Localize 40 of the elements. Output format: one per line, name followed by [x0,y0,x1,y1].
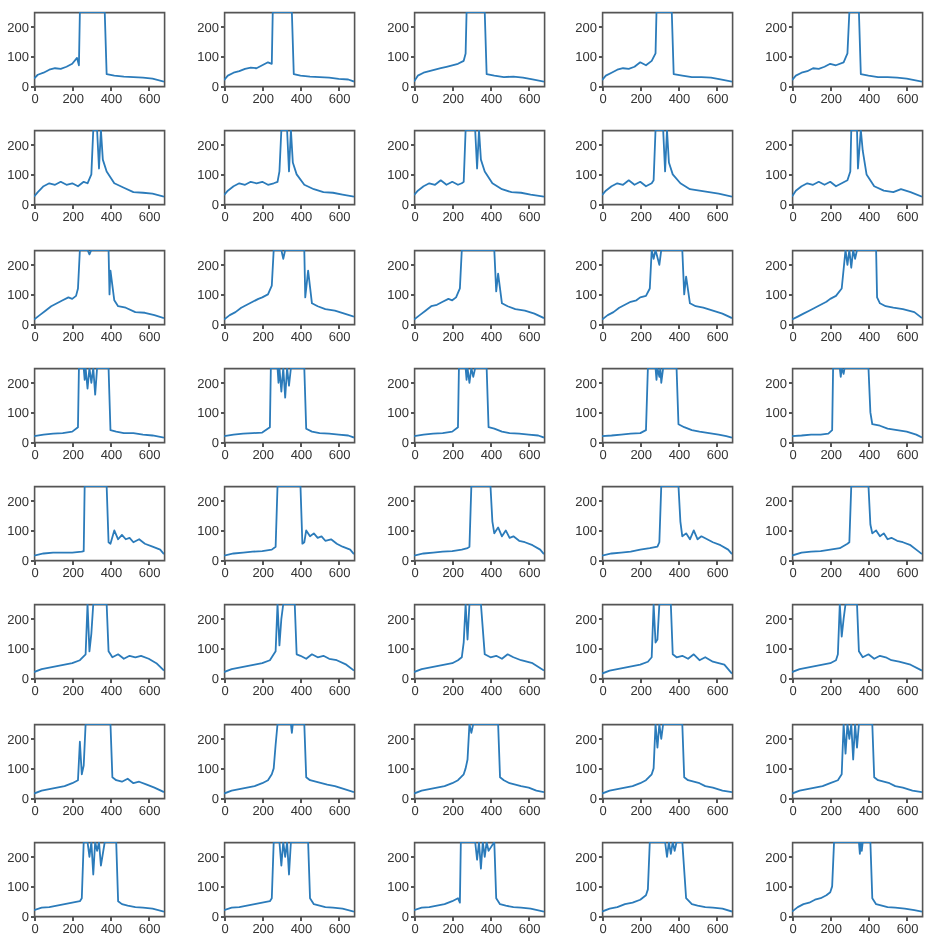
line-series [413,130,544,198]
line-series [602,249,733,320]
line-series [602,604,733,675]
line-series [223,723,354,794]
line-series [223,130,354,198]
line-series [34,841,164,912]
line-series [223,12,354,83]
line-series [792,604,923,674]
line-series [223,604,354,674]
line-series [413,604,544,674]
line-series [34,604,164,674]
line-series [602,12,733,83]
line-series [602,486,733,557]
line-series [602,723,733,794]
line-series [792,12,923,83]
line-series [223,486,354,557]
line-series [413,841,544,912]
line-series [792,486,923,557]
line-series [602,130,733,198]
line-series [34,12,164,83]
line-series [34,367,164,438]
line-series [34,249,164,320]
line-series [792,130,923,198]
line-series [413,12,544,83]
line-series [223,367,354,438]
line-series [792,841,923,912]
line-series [413,486,544,557]
line-series [792,249,923,320]
line-series [223,249,354,320]
line-series [413,723,544,794]
line-series [34,723,164,794]
line-series [223,841,354,912]
line-series [792,367,923,438]
line-series [413,249,544,320]
line-series [34,130,164,198]
line-series [602,367,733,438]
line-series [34,486,164,557]
line-series [602,841,733,912]
line-series [413,367,544,438]
line-series [792,723,923,794]
